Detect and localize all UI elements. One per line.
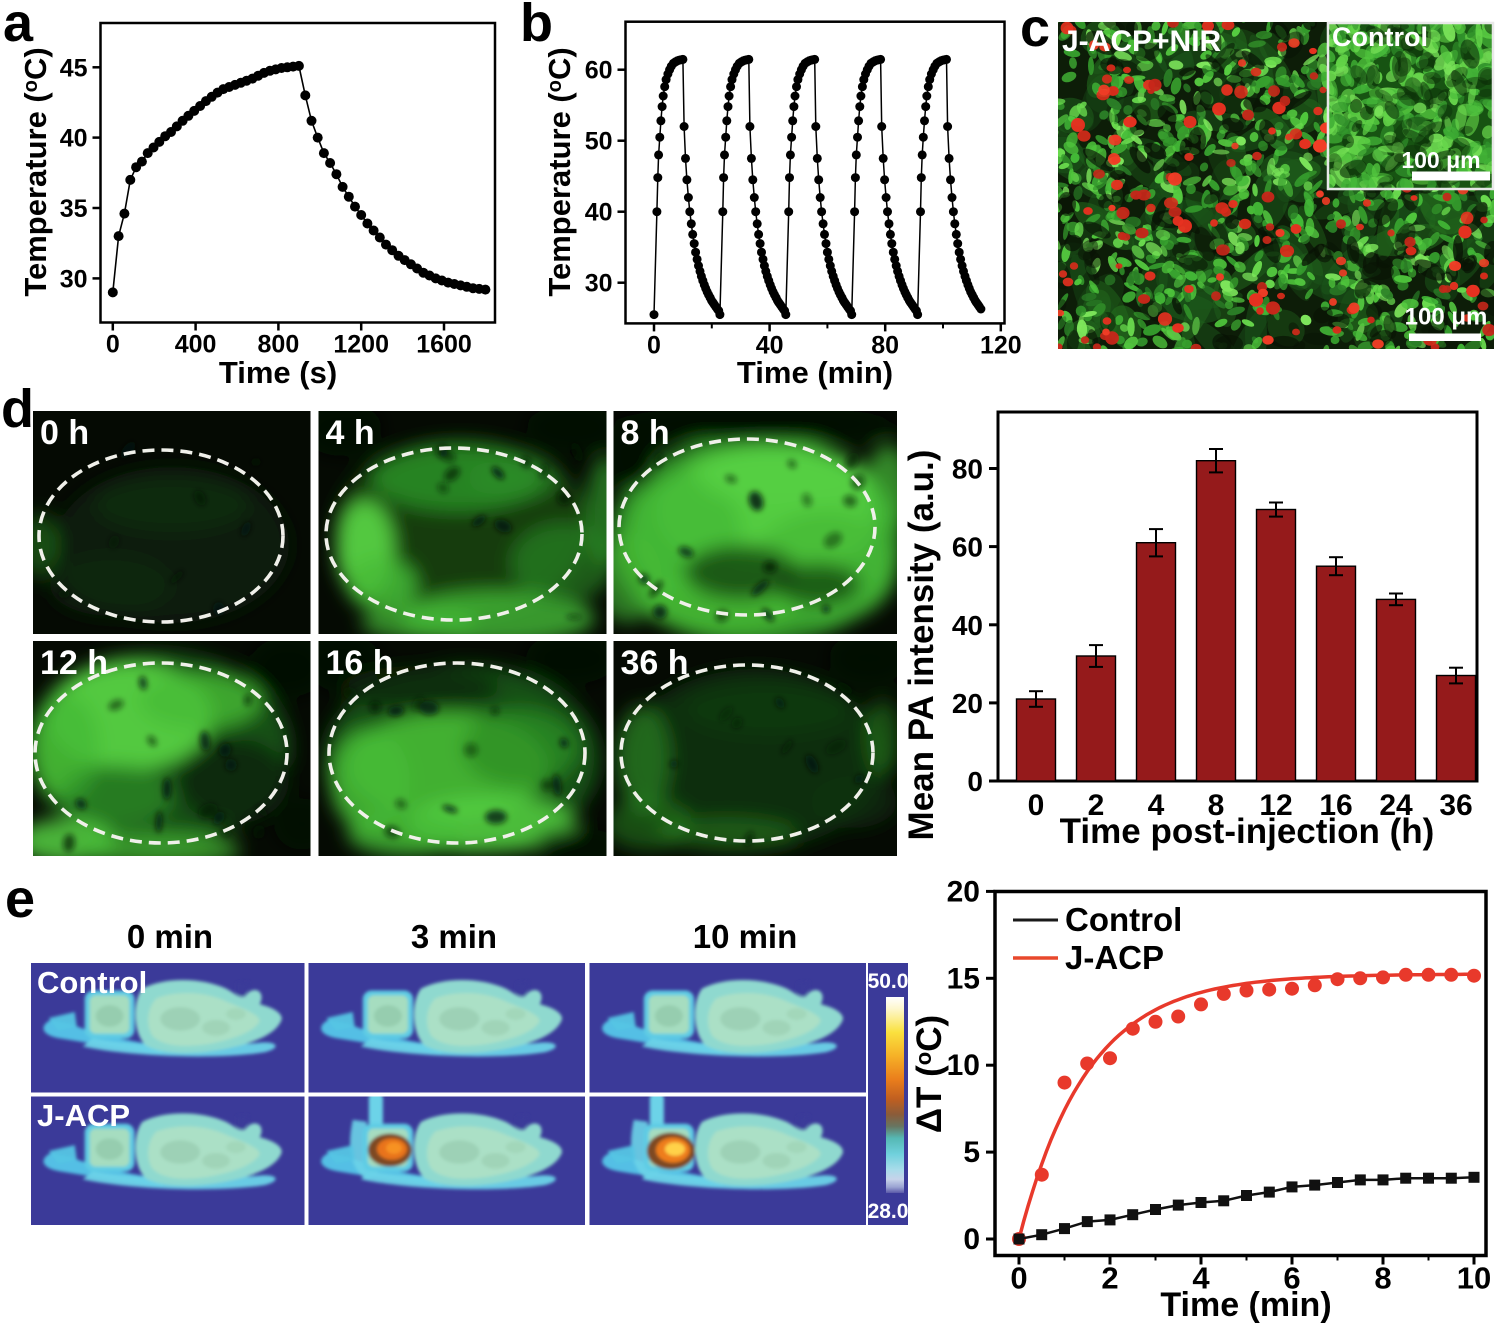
svg-text:d: d xyxy=(1,379,34,439)
svg-text:40: 40 xyxy=(756,331,784,359)
svg-text:40: 40 xyxy=(60,125,88,153)
svg-text:0: 0 xyxy=(1028,789,1045,822)
svg-text:0 min: 0 min xyxy=(127,918,213,955)
svg-text:400: 400 xyxy=(175,331,217,359)
svg-text:24: 24 xyxy=(1379,789,1413,822)
svg-text:Control: Control xyxy=(1332,22,1428,52)
svg-text:6: 6 xyxy=(1283,1261,1300,1296)
svg-text:16: 16 xyxy=(1319,789,1352,822)
svg-text:80: 80 xyxy=(952,454,983,485)
svg-text:4: 4 xyxy=(1192,1261,1210,1296)
svg-text:60: 60 xyxy=(952,532,983,563)
svg-text:20: 20 xyxy=(952,688,983,719)
svg-text:1200: 1200 xyxy=(333,331,389,359)
svg-text:3 min: 3 min xyxy=(411,918,497,955)
svg-text:50: 50 xyxy=(585,128,613,156)
svg-text:120: 120 xyxy=(980,331,1022,359)
svg-text:100 μm: 100 μm xyxy=(1401,147,1480,173)
svg-text:J-ACP: J-ACP xyxy=(1065,939,1164,976)
svg-text:0: 0 xyxy=(106,331,120,359)
svg-text:Time (s): Time (s) xyxy=(219,355,337,390)
svg-text:30: 30 xyxy=(585,270,613,298)
svg-text:e: e xyxy=(5,869,35,929)
svg-text:Mean PA intensity (a.u.): Mean PA intensity (a.u.) xyxy=(902,450,941,841)
svg-text:J-ACP: J-ACP xyxy=(37,1098,130,1133)
svg-text:10: 10 xyxy=(1457,1261,1491,1296)
svg-text:4 h: 4 h xyxy=(326,414,375,452)
svg-text:0: 0 xyxy=(1010,1261,1027,1296)
svg-text:2: 2 xyxy=(1088,789,1105,822)
svg-text:15: 15 xyxy=(947,962,980,995)
svg-text:45: 45 xyxy=(60,54,88,82)
svg-text:1600: 1600 xyxy=(416,331,472,359)
svg-text:16 h: 16 h xyxy=(326,644,394,682)
svg-text:0: 0 xyxy=(963,1223,980,1256)
svg-text:Time (min): Time (min) xyxy=(737,355,893,390)
svg-text:Temperature (oC): Temperature (oC) xyxy=(18,47,53,296)
svg-text:12 h: 12 h xyxy=(40,644,108,682)
svg-text:4: 4 xyxy=(1148,789,1165,822)
svg-text:ΔT (oC): ΔT (oC) xyxy=(910,1015,949,1133)
svg-text:c: c xyxy=(1020,0,1050,58)
svg-text:40: 40 xyxy=(585,199,613,227)
svg-text:8: 8 xyxy=(1374,1261,1391,1296)
svg-text:40: 40 xyxy=(952,610,983,641)
svg-text:8: 8 xyxy=(1208,789,1225,822)
svg-text:2: 2 xyxy=(1101,1261,1118,1296)
svg-text:8 h: 8 h xyxy=(621,414,670,452)
svg-text:800: 800 xyxy=(258,331,300,359)
svg-text:Time (min): Time (min) xyxy=(1160,1286,1331,1324)
svg-text:0 h: 0 h xyxy=(40,414,89,452)
svg-text:50.0: 50.0 xyxy=(868,970,909,993)
svg-text:80: 80 xyxy=(871,331,899,359)
svg-text:60: 60 xyxy=(585,57,613,85)
svg-text:5: 5 xyxy=(963,1136,980,1169)
svg-text:30: 30 xyxy=(60,265,88,293)
svg-text:10: 10 xyxy=(947,1049,980,1082)
svg-text:20: 20 xyxy=(947,875,980,908)
svg-text:10 min: 10 min xyxy=(693,918,798,955)
svg-text:b: b xyxy=(520,0,553,53)
svg-text:J-ACP+NIR: J-ACP+NIR xyxy=(1062,25,1222,58)
svg-text:0: 0 xyxy=(647,331,661,359)
svg-text:36: 36 xyxy=(1439,789,1472,822)
svg-text:100 μm: 100 μm xyxy=(1405,304,1488,331)
svg-text:12: 12 xyxy=(1259,789,1292,822)
svg-text:Control: Control xyxy=(37,965,147,1000)
svg-text:36 h: 36 h xyxy=(621,644,689,682)
svg-text:0: 0 xyxy=(967,766,983,797)
svg-text:Control: Control xyxy=(1065,901,1182,938)
svg-text:35: 35 xyxy=(60,195,88,223)
svg-text:a: a xyxy=(3,0,34,53)
svg-text:28.0: 28.0 xyxy=(868,1200,909,1223)
svg-text:Time post-injection (h): Time post-injection (h) xyxy=(1060,812,1435,851)
